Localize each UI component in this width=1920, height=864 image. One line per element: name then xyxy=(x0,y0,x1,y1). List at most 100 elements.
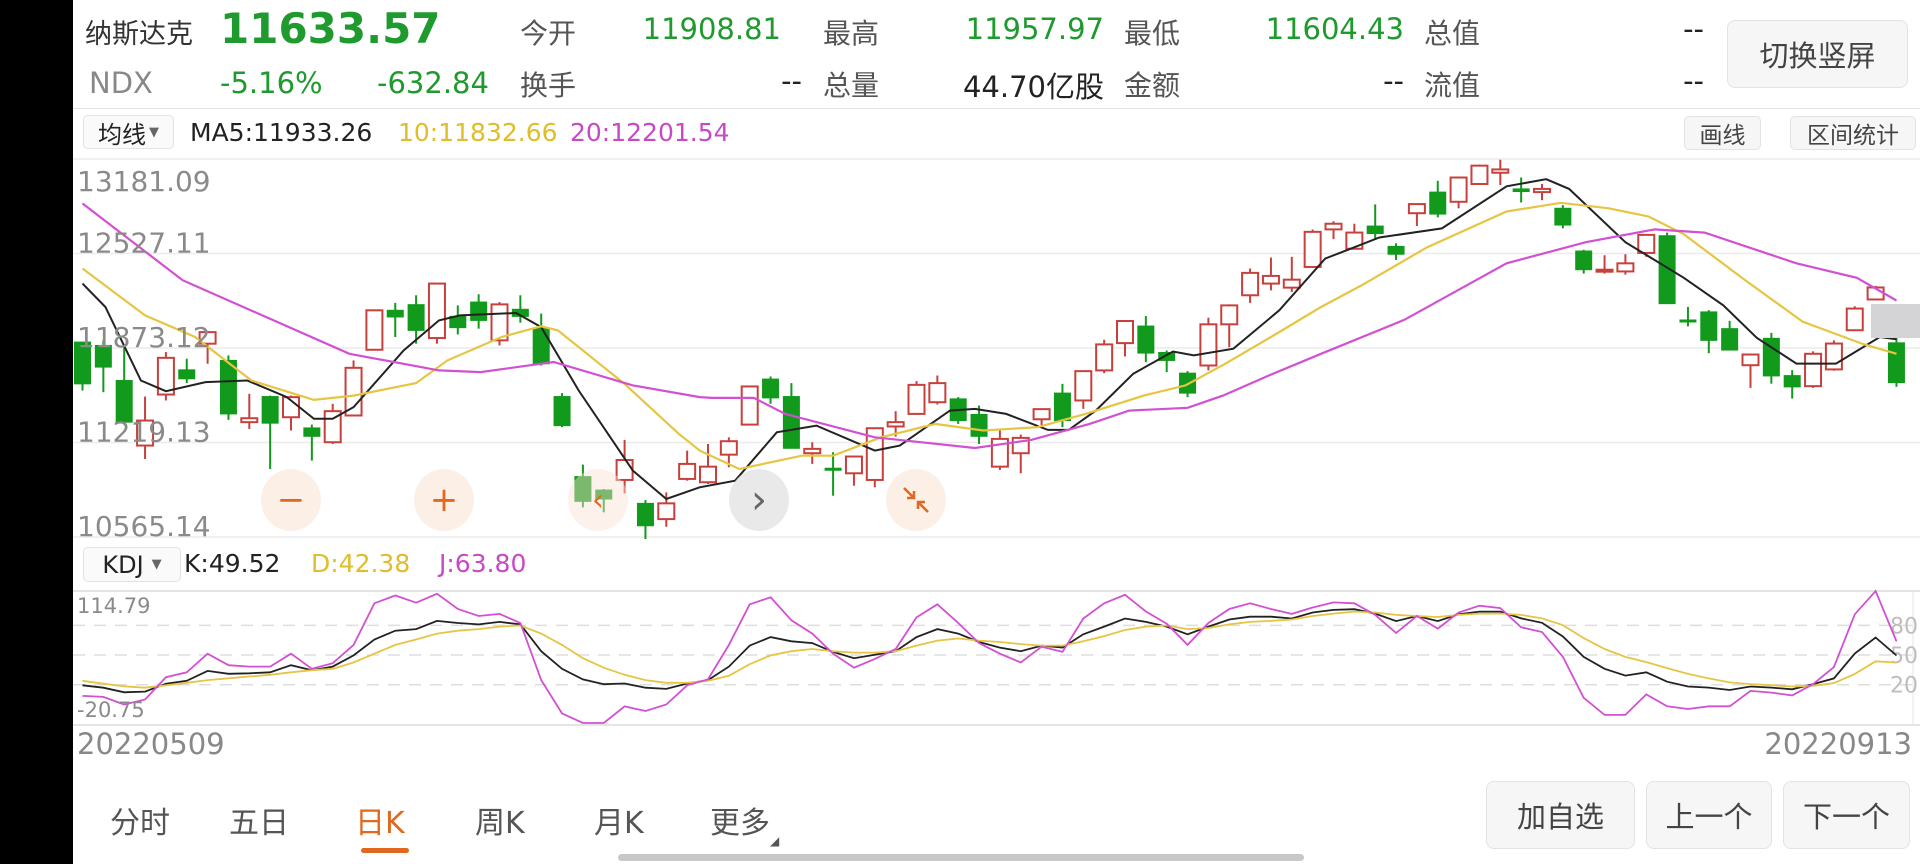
candle-down xyxy=(1721,328,1739,351)
indicator-selector[interactable]: KDJ ▼ xyxy=(83,547,181,582)
candle-up xyxy=(1095,343,1114,372)
tab-weekly-k[interactable]: 周K xyxy=(475,806,525,841)
candle-down xyxy=(1658,235,1676,305)
price-axis-label: 13181.09 xyxy=(77,165,211,198)
kdj-axis-min-label: -20.75 xyxy=(77,698,145,722)
amount-value: -- xyxy=(1383,64,1404,98)
current-price-marker xyxy=(1871,304,1920,338)
indicator-selector-label: KDJ xyxy=(102,550,144,579)
candle-up xyxy=(907,383,926,415)
candle-up xyxy=(1470,164,1489,186)
tab-intraday[interactable]: 分时 xyxy=(110,806,170,841)
candle-up xyxy=(136,419,155,447)
candle-down xyxy=(94,344,112,368)
candle-down xyxy=(970,413,988,437)
candle-down xyxy=(824,467,842,471)
zoom-out-button[interactable]: − xyxy=(261,469,321,531)
previous-button[interactable]: 上一个 xyxy=(1646,781,1772,849)
left-screen-edge xyxy=(0,0,73,864)
range-stats-button[interactable]: 区间统计 xyxy=(1790,116,1916,150)
ma5-value: MA5:11933.26 xyxy=(190,118,373,147)
switch-portrait-button[interactable]: 切换竖屏 xyxy=(1727,20,1908,88)
candle-up xyxy=(1595,268,1614,273)
ma-line-10 xyxy=(81,201,1897,471)
candle-down xyxy=(636,502,654,527)
shrink-button[interactable] xyxy=(886,469,946,531)
kdj-j-value: J:63.80 xyxy=(439,549,527,578)
change-percent: -5.16% xyxy=(220,66,323,100)
candle-down xyxy=(782,396,800,449)
candle-down xyxy=(1137,325,1155,354)
candle-up xyxy=(1407,203,1426,215)
kdj-line-k xyxy=(82,608,1898,694)
tab-more[interactable]: 更多◢ xyxy=(710,798,779,848)
candle-down xyxy=(74,341,91,385)
kdj-level-label: 20 xyxy=(1890,674,1918,699)
candle-down xyxy=(762,378,780,399)
chevron-left-icon: ‹ xyxy=(592,482,604,518)
tab-daily-k[interactable]: 日K xyxy=(355,806,405,841)
candle-up xyxy=(928,382,947,404)
open-value: 11908.81 xyxy=(642,12,781,46)
candle-down xyxy=(1053,392,1071,422)
tab-five-day[interactable]: 五日 xyxy=(229,806,289,841)
low-label: 最低 xyxy=(1124,17,1181,50)
candle-down xyxy=(1512,188,1530,193)
candle-down xyxy=(261,396,279,424)
add-watchlist-button[interactable]: 加自选 xyxy=(1486,781,1635,849)
candle-down xyxy=(1158,351,1176,361)
scroll-left-button[interactable]: ‹ xyxy=(568,469,628,531)
price-axis-label: 10565.14 xyxy=(77,510,211,543)
candle-down xyxy=(532,327,550,365)
ma-selector[interactable]: 均线 ▼ xyxy=(83,115,174,149)
candle-up xyxy=(1637,233,1656,254)
ma-line-20 xyxy=(81,202,1898,450)
collapse-arrows-icon xyxy=(903,487,929,513)
amount-label: 金额 xyxy=(1124,69,1181,102)
candle-up xyxy=(678,462,697,480)
candle-down xyxy=(1700,311,1718,341)
candle-up xyxy=(1449,176,1468,203)
zoom-in-button[interactable]: + xyxy=(414,469,474,531)
total-value-label: 总值 xyxy=(1424,17,1481,50)
candle-down xyxy=(1387,245,1405,255)
ma-selector-label: 均线 xyxy=(98,120,146,149)
kdj-line-d xyxy=(82,610,1897,689)
candle-up xyxy=(1241,271,1260,297)
candle-up xyxy=(1616,262,1635,273)
candle-down xyxy=(1554,207,1572,226)
tab-monthly-k[interactable]: 月K xyxy=(594,806,644,841)
volume-value: 44.70亿股 xyxy=(962,70,1104,104)
chevron-right-icon: › xyxy=(751,477,767,523)
candle-up xyxy=(1824,342,1843,371)
high-value: 11957.97 xyxy=(965,12,1104,46)
kdj-level-label: 50 xyxy=(1890,644,1918,669)
ma-line-ma5 xyxy=(81,178,1897,501)
candle-up xyxy=(886,421,905,428)
candle-up xyxy=(657,502,676,521)
candle-down xyxy=(1762,337,1780,377)
candle-up xyxy=(740,385,759,426)
candle-up xyxy=(156,356,175,396)
candle-down xyxy=(1429,191,1447,215)
float-value-value: -- xyxy=(1683,64,1704,98)
candle-up xyxy=(1491,168,1510,174)
candle-up xyxy=(1282,278,1301,289)
scroll-right-button[interactable]: › xyxy=(729,469,789,531)
candle-up xyxy=(719,440,738,456)
low-value: 11604.43 xyxy=(1265,12,1404,46)
candle-down xyxy=(1783,375,1801,388)
draw-line-button[interactable]: 画线 xyxy=(1684,116,1761,150)
candle-down xyxy=(219,359,237,415)
turnover-label: 换手 xyxy=(520,69,577,102)
candle-up xyxy=(198,331,217,345)
kdj-axis-max-label: 114.79 xyxy=(77,594,150,618)
candle-down xyxy=(595,489,613,500)
candle-up xyxy=(1845,307,1864,332)
home-indicator[interactable] xyxy=(618,854,1304,861)
high-label: 最高 xyxy=(823,17,880,50)
next-button[interactable]: 下一个 xyxy=(1783,781,1910,849)
index-code: NDX xyxy=(89,66,153,100)
candle-down xyxy=(1575,250,1593,271)
